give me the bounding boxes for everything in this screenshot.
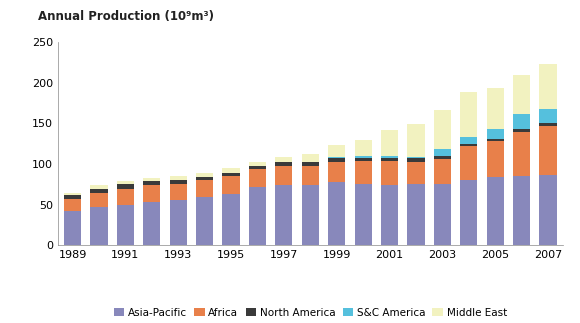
Bar <box>407 158 425 162</box>
Bar <box>381 185 398 245</box>
Bar <box>117 189 134 205</box>
Legend: Asia-Pacific, Africa, North America, S&C America, Middle East: Asia-Pacific, Africa, North America, S&C… <box>114 308 507 318</box>
Bar <box>460 146 477 180</box>
Bar <box>539 126 557 175</box>
Bar <box>223 176 240 194</box>
Bar <box>381 156 398 158</box>
Bar <box>117 181 134 184</box>
Bar <box>328 182 345 245</box>
Bar <box>434 110 451 150</box>
Bar <box>539 175 557 245</box>
Bar <box>64 211 81 245</box>
Bar <box>407 157 425 158</box>
Bar <box>302 154 319 162</box>
Bar <box>460 144 477 146</box>
Bar <box>460 137 477 144</box>
Bar <box>328 157 345 158</box>
Bar <box>434 183 451 245</box>
Bar <box>117 205 134 245</box>
Bar <box>90 193 107 207</box>
Bar <box>487 89 504 129</box>
Bar <box>539 64 557 109</box>
Bar <box>223 194 240 245</box>
Bar <box>276 162 292 166</box>
Bar <box>302 185 319 245</box>
Bar <box>302 162 319 166</box>
Bar <box>249 166 266 169</box>
Bar <box>434 159 451 183</box>
Bar <box>381 130 398 156</box>
Bar <box>381 161 398 185</box>
Bar <box>328 158 345 162</box>
Bar <box>354 156 372 158</box>
Bar <box>196 197 213 245</box>
Bar <box>407 162 425 184</box>
Bar <box>143 185 161 202</box>
Bar <box>487 177 504 245</box>
Bar <box>276 157 292 162</box>
Bar <box>460 180 477 245</box>
Bar <box>434 150 451 156</box>
Bar <box>169 200 187 245</box>
Bar <box>381 158 398 161</box>
Bar <box>513 176 530 245</box>
Bar <box>539 123 557 126</box>
Bar <box>249 162 266 166</box>
Bar <box>513 75 530 114</box>
Bar <box>460 92 477 137</box>
Bar <box>143 202 161 245</box>
Bar <box>487 129 504 139</box>
Bar <box>143 178 161 181</box>
Bar <box>196 173 213 177</box>
Bar <box>407 124 425 157</box>
Bar <box>223 173 240 176</box>
Bar <box>328 145 345 157</box>
Bar <box>117 184 134 189</box>
Bar <box>196 180 213 197</box>
Bar <box>64 195 81 199</box>
Bar <box>434 156 451 159</box>
Bar <box>513 131 530 176</box>
Bar <box>407 184 425 245</box>
Bar <box>169 183 187 200</box>
Bar <box>328 162 345 182</box>
Bar <box>276 166 292 185</box>
Bar <box>539 109 557 123</box>
Bar <box>90 189 107 193</box>
Bar <box>64 193 81 195</box>
Bar <box>90 207 107 245</box>
Bar <box>223 168 240 173</box>
Bar <box>302 166 319 185</box>
Bar <box>64 199 81 211</box>
Bar <box>513 129 530 131</box>
Text: Annual Production (10⁹m³): Annual Production (10⁹m³) <box>38 10 213 23</box>
Bar <box>90 185 107 189</box>
Bar <box>354 158 372 161</box>
Bar <box>249 169 266 187</box>
Bar <box>196 177 213 180</box>
Bar <box>276 185 292 245</box>
Bar <box>169 176 187 180</box>
Bar <box>487 139 504 141</box>
Bar <box>513 114 530 129</box>
Bar <box>487 141 504 177</box>
Bar <box>354 161 372 184</box>
Bar <box>354 140 372 156</box>
Bar <box>169 180 187 183</box>
Bar <box>249 187 266 245</box>
Bar <box>354 184 372 245</box>
Bar <box>143 181 161 185</box>
